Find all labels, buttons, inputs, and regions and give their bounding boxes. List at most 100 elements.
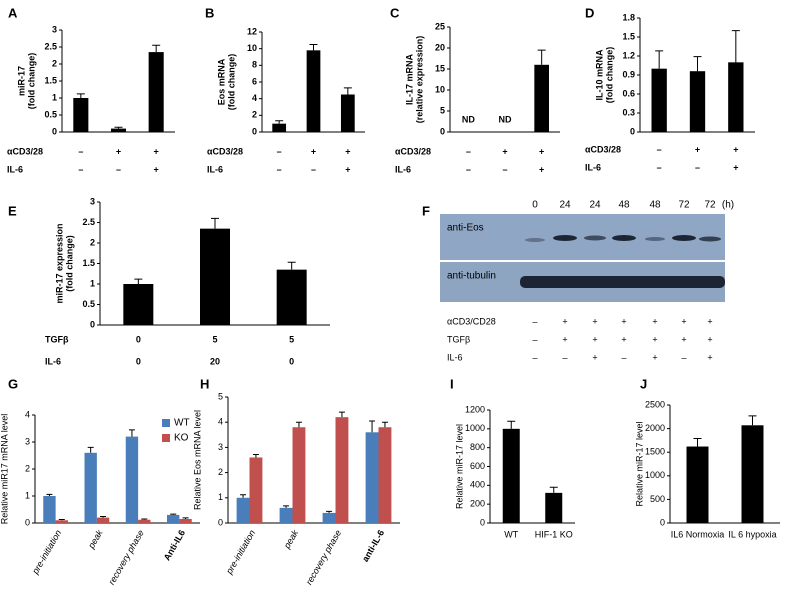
error-bar — [152, 44, 161, 53]
condition-label: αCD3/28 — [207, 146, 243, 156]
y-tick-label: 2 — [90, 237, 95, 247]
bar — [43, 496, 56, 523]
y-axis-label: Eos mRNA — [216, 58, 226, 105]
bar — [292, 427, 306, 523]
error-bar — [275, 120, 284, 124]
y-axis-label: miR-17 — [16, 66, 26, 96]
condition-label: IL-6 — [395, 164, 411, 174]
y-tick-label: 0.5 — [82, 299, 95, 309]
bar — [125, 436, 139, 523]
condition-value: – — [311, 164, 316, 174]
bar — [322, 512, 336, 523]
condition-value: – — [116, 164, 121, 174]
bar — [123, 284, 154, 325]
condition-value: + — [695, 144, 700, 154]
condition-label: αCD3/CD28 — [447, 316, 496, 326]
y-axis-label: IL-10 mRNA — [594, 49, 604, 101]
y-tick-label: 1500 — [645, 447, 665, 457]
y-tick-label: 200 — [470, 499, 485, 509]
bar — [306, 50, 321, 133]
condition-value: + — [707, 316, 712, 326]
bar — [741, 425, 764, 523]
condition-value: + — [681, 334, 686, 344]
y-axis-label: (fold change) — [26, 53, 36, 110]
condition-value: – — [681, 352, 686, 362]
y-tick-label: 0.6 — [622, 88, 635, 98]
condition-value: + — [116, 146, 121, 156]
error-bar — [343, 87, 352, 95]
y-axis-label: miR-17 expression — [54, 223, 64, 303]
condition-label: IL-6 — [45, 356, 61, 366]
y-tick-label: 1.2 — [622, 50, 635, 60]
condition-label: IL-6 — [7, 164, 23, 174]
error-bar — [309, 44, 318, 51]
error-bar — [182, 517, 189, 519]
y-tick-label: 10 — [435, 84, 445, 94]
x-tick-label: HIF-1 KO — [535, 529, 573, 539]
y-tick-label: 1000 — [645, 470, 665, 480]
bar — [545, 492, 563, 523]
bar — [249, 457, 263, 523]
panel-letter: D — [585, 5, 594, 20]
condition-value: – — [502, 164, 507, 174]
bar — [365, 432, 379, 523]
y-axis-label: (relative expression) — [414, 36, 424, 124]
bar — [84, 452, 97, 523]
error-bar — [655, 50, 664, 69]
error-bar — [76, 93, 85, 98]
y-tick-label: 500 — [650, 494, 665, 504]
condition-value: – — [78, 164, 83, 174]
error-bar — [211, 217, 219, 229]
error-bar — [693, 438, 702, 447]
condition-value: – — [657, 162, 662, 172]
condition-value: + — [621, 334, 626, 344]
y-tick-label: 2 — [218, 467, 223, 477]
y-tick-label: 4 — [252, 93, 257, 103]
error-bar — [114, 126, 123, 129]
condition-value: – — [657, 144, 662, 154]
error-bar — [283, 505, 290, 508]
condition-value: + — [562, 316, 567, 326]
condition-value: + — [154, 146, 159, 156]
bar — [96, 517, 110, 523]
bar — [340, 94, 355, 132]
error-bar — [87, 446, 94, 453]
value-label: ND — [499, 114, 512, 124]
y-tick-label: 20 — [435, 42, 445, 52]
error-bar — [287, 261, 296, 270]
y-tick-label: 3 — [52, 24, 57, 34]
condition-value: + — [345, 164, 350, 174]
value-label: ND — [462, 114, 475, 124]
condition-value: – — [621, 352, 626, 362]
y-tick-label: 0.5 — [44, 109, 57, 119]
panel-letter: J — [640, 376, 647, 391]
x-tick-label: pre-initiation — [30, 528, 64, 576]
condition-value: + — [154, 164, 159, 174]
y-tick-label: 0 — [25, 517, 30, 527]
y-axis-label: Relative miR-17 level — [634, 421, 644, 506]
panel-letter: G — [8, 376, 18, 391]
condition-value: + — [311, 146, 316, 156]
bar — [73, 98, 89, 132]
x-tick-label: IL6 Normoxia — [671, 529, 725, 539]
time-label: 48 — [618, 200, 630, 211]
y-tick-label: 4 — [218, 417, 223, 427]
y-tick-label: 1200 — [465, 404, 485, 414]
condition-label: IL-6 — [447, 352, 463, 362]
error-bar — [731, 30, 740, 63]
error-bar — [295, 421, 302, 428]
bar — [728, 62, 744, 133]
condition-label: αCD3/28 — [585, 144, 621, 154]
condition-value: – — [532, 334, 537, 344]
time-label: 24 — [589, 200, 601, 211]
bar — [179, 518, 192, 523]
bar — [686, 446, 709, 523]
y-tick-label: 2000 — [645, 423, 665, 433]
condition-value: 0 — [136, 356, 141, 366]
error-bar — [549, 486, 558, 493]
time-label: 0 — [532, 200, 538, 211]
y-tick-label: 25 — [435, 21, 445, 31]
condition-value: + — [621, 316, 626, 326]
x-tick-label: Anti-IL6 — [162, 528, 187, 562]
y-tick-label: 600 — [470, 461, 485, 471]
